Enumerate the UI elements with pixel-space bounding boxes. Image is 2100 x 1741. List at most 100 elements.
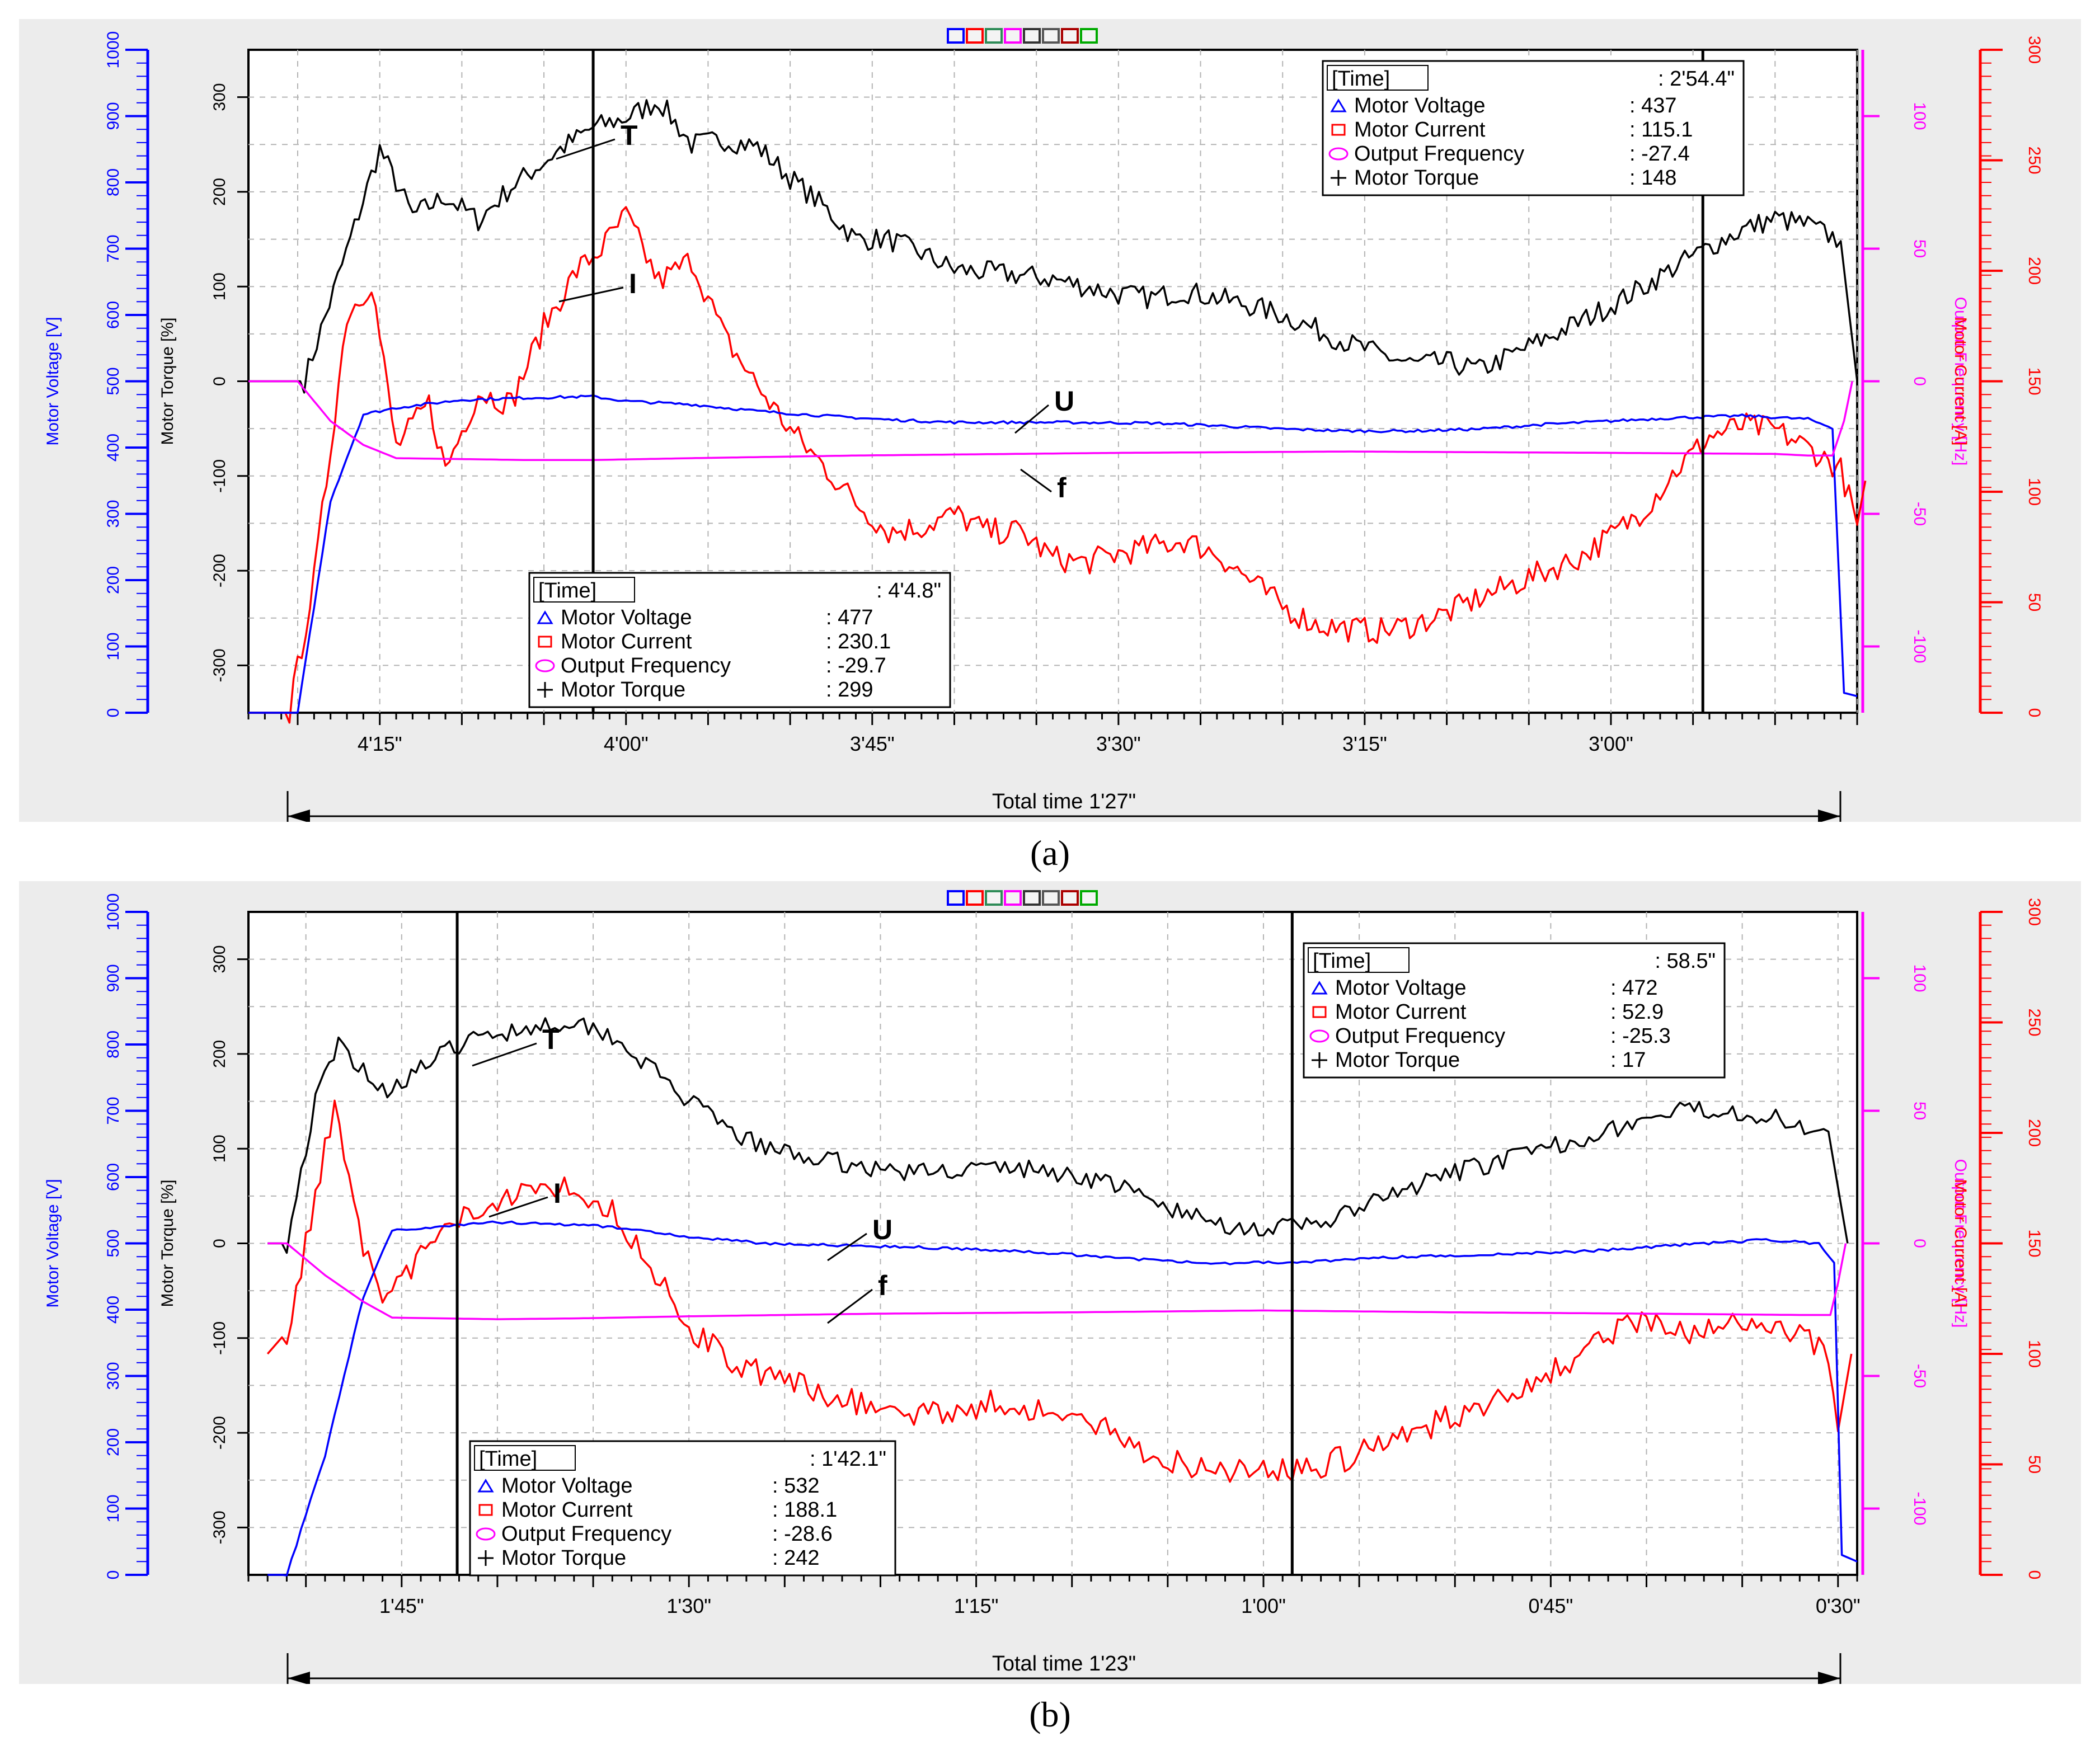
grid-icon xyxy=(1023,890,1041,906)
voltage-series-label: U xyxy=(1054,385,1074,417)
voltage-label-leader xyxy=(1014,404,1049,434)
frequency-marker-icon xyxy=(1309,1029,1329,1043)
frequency-tick-label: -100 xyxy=(1910,1491,1929,1525)
frequency-tick-label: 50 xyxy=(1910,239,1929,258)
cursor-legend: [Time]: 58.5" Motor Voltage: 472 Motor Cur… xyxy=(1303,942,1726,1079)
voltage-tick-label: 200 xyxy=(104,566,123,594)
torque-tick-label: 0 xyxy=(210,1239,229,1248)
arrow-head-left xyxy=(288,810,310,822)
arrow-head-right xyxy=(1818,1672,1840,1684)
cursor-legend-series-name: Output Frequency xyxy=(1354,142,1524,166)
cursor-legend-series-name: Motor Current xyxy=(1354,118,1486,142)
voltage-series-line xyxy=(267,1220,1858,1577)
voltage-tick-label: 600 xyxy=(104,1163,123,1191)
frequency-tick-label: 100 xyxy=(1910,102,1929,130)
current-marker-icon xyxy=(1312,1006,1327,1018)
voltage-tick-label: 0 xyxy=(104,1570,123,1580)
torque-series-label: T xyxy=(621,120,638,151)
cursor-legend-series-value: : 115.1 xyxy=(1629,118,1693,142)
frequency-tick-label: -50 xyxy=(1910,502,1929,526)
cursor-legend-series-value: : 242 xyxy=(772,1546,820,1570)
torque-series-label: T xyxy=(542,1024,560,1055)
torque-toggle-icon xyxy=(1004,28,1022,44)
voltage-marker-icon xyxy=(477,1479,494,1493)
marker-icon xyxy=(1061,890,1079,906)
frequency-tick-label: 0 xyxy=(1910,377,1929,386)
current-series-line xyxy=(266,1099,1853,1483)
voltage-tick-label: 700 xyxy=(104,234,123,262)
x-tick-label: 0'45" xyxy=(1529,1594,1573,1617)
arrow-head-left xyxy=(288,1672,310,1684)
cursor-legend-series-name: Motor Torque xyxy=(561,678,685,702)
torque-tick-label: 0 xyxy=(210,377,229,386)
cursor-legend-series-value: : -25.3 xyxy=(1610,1024,1671,1048)
x-tick-label: 3'15" xyxy=(1342,732,1387,755)
current-tick-label: 200 xyxy=(2025,1119,2043,1147)
cursor-legend-box xyxy=(469,1440,896,1577)
cursor-legend-series-name: Output Frequency xyxy=(1335,1024,1505,1048)
torque-tick-label: 200 xyxy=(210,178,229,206)
current-tick-label: 150 xyxy=(2025,367,2043,395)
x-tick-label: 3'45" xyxy=(850,732,895,755)
torque-tick-label: -200 xyxy=(210,1416,229,1450)
current-axis-label: Motor Current [A] xyxy=(1951,1179,1970,1307)
voltage-tick-label: 700 xyxy=(104,1097,123,1124)
cursor-legend-time-header: [Time] xyxy=(1332,67,1390,91)
cursor-legend-time-header: [Time] xyxy=(538,579,596,603)
current-tick-label: 250 xyxy=(2025,146,2043,174)
chart-panel-a: 0 100 200 300 400 500 600 700 800 900 1000 Motor Vo… xyxy=(19,19,2081,822)
cursor-legend-series-value: : 532 xyxy=(772,1474,820,1498)
torque-label-leader xyxy=(556,138,616,160)
frequency-series-line xyxy=(267,1242,1847,1320)
torque-tick-label: 300 xyxy=(210,945,229,973)
frequency-marker-icon xyxy=(1328,147,1349,161)
current-toggle-icon xyxy=(966,890,984,906)
cursor-legend-time-value: : 58.5" xyxy=(1655,949,1716,973)
frequency-series-label: f xyxy=(1057,472,1067,504)
marker-icon xyxy=(1061,28,1079,44)
torque-axis-label: Motor Torque [%] xyxy=(158,318,177,445)
current-tick-label: 250 xyxy=(2025,1008,2043,1036)
cursor-legend-time-header-box xyxy=(1327,65,1429,91)
voltage-label-leader xyxy=(827,1232,867,1262)
voltage-tick-label: 1000 xyxy=(104,31,123,69)
torque-toggle-icon xyxy=(1004,890,1022,906)
voltage-tick-label: 200 xyxy=(104,1428,123,1456)
ok-icon xyxy=(1080,28,1098,44)
voltage-tick-label: 900 xyxy=(104,102,123,130)
grid-icon xyxy=(1023,28,1041,44)
cursor-legend-box xyxy=(528,572,951,708)
current-tick-label: 100 xyxy=(2025,1340,2043,1368)
cursor-legend-time-header-box xyxy=(1308,947,1410,973)
torque-marker-icon xyxy=(1312,1052,1327,1068)
cursor-legend-series-name: Output Frequency xyxy=(501,1522,671,1546)
voltage-tick-label: 300 xyxy=(104,500,123,528)
cursor-legend: [Time]: 4'4.8" Motor Voltage: 477 Motor Cu… xyxy=(528,572,951,708)
current-series-label: I xyxy=(553,1178,561,1209)
voltage-axis-label: Motor Voltage [V] xyxy=(44,317,62,445)
torque-tick-label: 300 xyxy=(210,83,229,111)
x-tick-label: 1'15" xyxy=(954,1594,999,1617)
voltage-tick-label: 500 xyxy=(104,1229,123,1257)
cursor-legend-time-header-box xyxy=(533,577,635,603)
torque-marker-icon xyxy=(537,682,553,698)
cursor-legend-series-name: Motor Torque xyxy=(1335,1048,1460,1072)
cursor-legend-box xyxy=(1303,942,1726,1079)
voltage-tick-label: 400 xyxy=(104,1296,123,1324)
voltage-tick-label: 100 xyxy=(104,1494,123,1522)
current-marker-icon xyxy=(538,636,552,648)
torque-series-line xyxy=(248,99,1858,394)
chart-panel-b: 0 100 200 300 400 500 600 700 800 900 1000 Motor Vo… xyxy=(19,881,2081,1684)
voltage-tick-label: 500 xyxy=(104,367,123,395)
current-label-leader xyxy=(488,1196,548,1218)
cursor-legend-series-value: : 17 xyxy=(1610,1048,1646,1072)
current-marker-icon xyxy=(1331,124,1346,136)
torque-tick-label: -300 xyxy=(210,648,229,682)
cursor-legend-series-value: : 437 xyxy=(1629,94,1677,117)
frequency-tick-label: -100 xyxy=(1910,629,1929,663)
cursor-legend-series-name: Motor Current xyxy=(501,1498,633,1522)
cursor-legend-series-value: : 230.1 xyxy=(826,630,891,653)
voltage-tick-label: 800 xyxy=(104,1031,123,1058)
current-label-leader xyxy=(558,286,624,303)
